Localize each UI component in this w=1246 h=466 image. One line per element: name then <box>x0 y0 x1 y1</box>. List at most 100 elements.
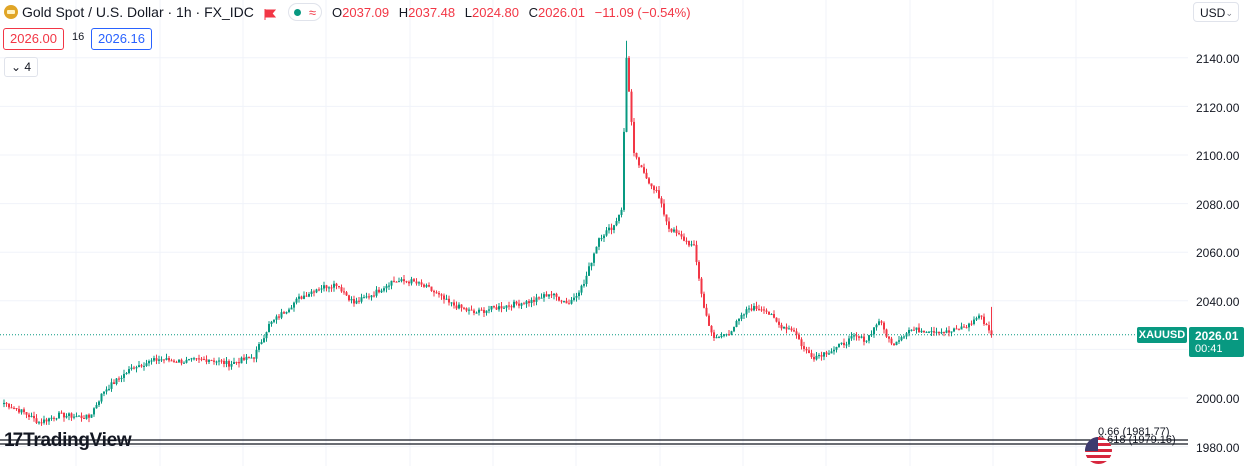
candle-body <box>898 340 900 342</box>
candle-body <box>430 286 433 291</box>
candle-body <box>498 306 500 310</box>
candle-body <box>658 190 660 199</box>
candle-body <box>800 339 803 347</box>
candle-body <box>695 244 698 262</box>
candle-body <box>458 304 460 309</box>
red-flag-icon[interactable] <box>264 7 276 20</box>
candle-body <box>780 324 783 329</box>
candle-body <box>545 294 548 297</box>
candle-body <box>543 294 545 298</box>
candle-body <box>990 330 993 335</box>
candle-body <box>940 331 943 334</box>
candle-body <box>813 357 815 360</box>
price-tick: 2060.00 <box>1196 246 1240 260</box>
candle-body <box>428 285 430 287</box>
candle-body <box>948 330 950 333</box>
candle-body <box>278 316 280 318</box>
candle-body <box>605 230 608 236</box>
us-flag-icon[interactable] <box>1085 437 1112 464</box>
chevron-down-icon: ⌄ <box>1225 8 1233 18</box>
indicators-count: 4 <box>24 60 32 74</box>
candle-body <box>190 358 193 360</box>
candle-body <box>183 362 185 364</box>
tradingview-logo-text: TradingView <box>23 430 132 451</box>
candle-body <box>363 297 365 299</box>
candle-body <box>398 281 400 283</box>
candle-body <box>833 349 835 352</box>
price-tick: 1980.00 <box>1196 441 1240 455</box>
candle-body <box>918 327 920 333</box>
candle-body <box>53 417 55 419</box>
candle-body <box>93 408 95 415</box>
market-open-dot-icon <box>293 8 301 16</box>
currency-selector[interactable]: USD ⌄ <box>1193 2 1239 22</box>
candle-body <box>740 314 743 319</box>
candle-body <box>600 238 603 240</box>
candle-body <box>120 377 123 379</box>
candle-body <box>365 296 368 298</box>
candle-body <box>785 326 788 330</box>
buy-button[interactable]: 2026.16 <box>91 28 152 50</box>
candle-body <box>443 295 445 300</box>
candle-body <box>610 227 613 231</box>
candle-series <box>3 40 993 426</box>
candle-body <box>250 357 253 359</box>
candle-body <box>425 285 428 287</box>
candle-body <box>45 419 48 422</box>
candle-body <box>203 359 205 361</box>
candle-body <box>110 382 113 389</box>
candle-body <box>160 359 163 361</box>
candle-body <box>988 325 990 331</box>
candle-body <box>273 319 275 322</box>
candle-body <box>200 358 203 360</box>
indicators-toggle-button[interactable]: ⌄ 4 <box>4 57 39 77</box>
high-label: H <box>398 4 409 20</box>
candle-body <box>403 279 405 282</box>
tradingview-logo[interactable]: 17 TradingView <box>4 430 132 452</box>
candle-body <box>945 330 948 333</box>
candle-body <box>3 402 5 405</box>
candle-body <box>615 220 618 226</box>
sell-button[interactable]: 2026.00 <box>3 28 64 50</box>
candle-body <box>870 334 873 336</box>
candle-body <box>270 321 273 324</box>
candle-body <box>295 298 298 303</box>
candle-body <box>888 336 890 339</box>
candle-body <box>903 336 905 338</box>
candle-body <box>975 318 978 320</box>
candle-body <box>790 328 793 331</box>
candle-body <box>343 291 345 293</box>
candle-body <box>80 415 83 419</box>
candle-body <box>705 307 708 316</box>
data-delay-icon: ≈ <box>308 4 316 20</box>
candle-body <box>345 292 348 296</box>
candle-body <box>510 306 513 308</box>
candle-body <box>138 365 140 368</box>
candle-body <box>145 363 148 366</box>
candle-body <box>85 414 88 419</box>
candle-body <box>515 301 518 304</box>
candle-body <box>158 359 160 361</box>
candle-body <box>258 344 260 350</box>
candle-body <box>900 337 903 341</box>
candle-body <box>50 417 53 419</box>
candle-body <box>130 367 133 370</box>
candle-body <box>423 284 425 287</box>
candle-body <box>803 346 805 349</box>
candle-body <box>560 300 563 302</box>
candle-body <box>298 296 300 299</box>
candle-body <box>435 292 438 294</box>
symbol-title[interactable]: Gold Spot / U.S. Dollar · 1h · FX_IDC <box>22 4 254 20</box>
candle-body <box>313 291 315 293</box>
candle-body <box>908 329 910 334</box>
candle-body <box>860 336 863 338</box>
market-status-pill[interactable]: ≈ <box>287 3 322 21</box>
candle-body <box>853 335 855 337</box>
candle-body <box>460 304 463 308</box>
candle-body <box>848 338 850 345</box>
candle-body <box>980 315 983 317</box>
candle-body <box>680 234 683 237</box>
candle-body <box>330 287 333 289</box>
candle-body <box>563 300 565 302</box>
